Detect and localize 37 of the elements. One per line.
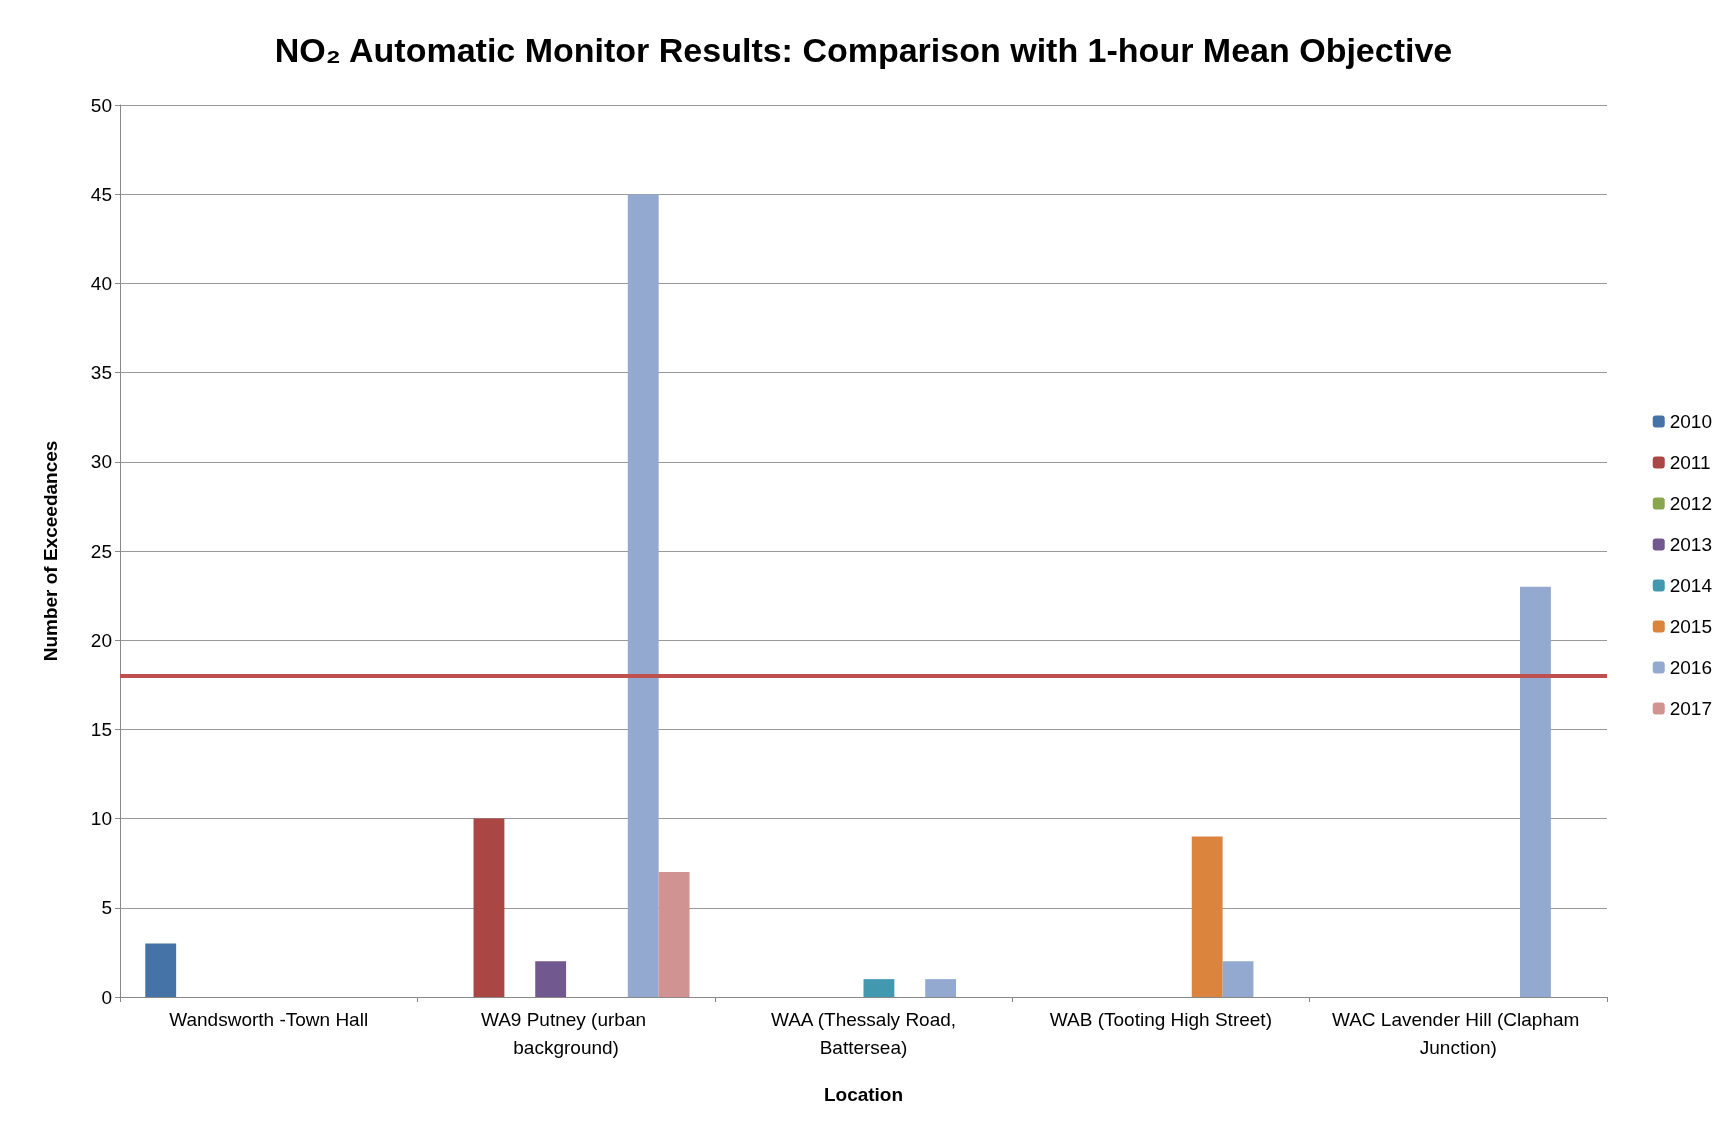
x-tick-label: WAC Lavender Hill (Clapham Junction) (1331, 1008, 1585, 1058)
bar (627, 194, 659, 997)
y-tick-label: 30 (90, 451, 112, 473)
y-tick-label: 10 (90, 808, 112, 830)
y-tick-label: 45 (90, 183, 112, 205)
legend-label: 2012 (1669, 493, 1713, 514)
bar (473, 818, 505, 997)
x-tick-label: WAA (Thessaly Road,Battersea) (770, 1008, 957, 1058)
legend-label: 2013 (1669, 534, 1713, 555)
bar (1191, 836, 1223, 997)
legend-label: 2014 (1669, 575, 1713, 596)
legend-label: 2016 (1669, 657, 1713, 678)
chart-title: NO₂ Automatic Monitor Results: Comparison with 1-hour Mean Objective (274, 31, 1453, 69)
y-tick-label: 35 (90, 362, 112, 384)
y-tick-label: 40 (90, 272, 112, 294)
y-tick-label: 5 (101, 897, 112, 919)
bar (863, 979, 895, 997)
x-tick-label: WAB (Tooting High Street) (1049, 1008, 1272, 1030)
y-tick-label: 15 (90, 718, 112, 740)
bar (145, 943, 177, 997)
y-tick-label: 50 (90, 94, 112, 116)
legend-label: 2011 (1669, 452, 1711, 473)
legend-label: 2017 (1669, 698, 1713, 719)
y-axis-title: Number of Exceedances (40, 440, 61, 662)
bar (658, 872, 690, 997)
bar (535, 961, 567, 997)
x-tick-label: WA9 Putney (urban background) (480, 1008, 652, 1058)
y-tick-label: 0 (101, 986, 112, 1008)
bar (925, 979, 957, 997)
x-tick-label: Wandsworth -Town Hall (169, 1008, 369, 1030)
legend-label: 2015 (1669, 616, 1713, 637)
legend-label: 2010 (1669, 411, 1713, 432)
bar (1222, 961, 1254, 997)
x-axis-title: Location (823, 1084, 904, 1105)
y-tick-label: 25 (90, 540, 112, 562)
y-tick-label: 20 (90, 629, 112, 651)
bar (1520, 586, 1551, 997)
